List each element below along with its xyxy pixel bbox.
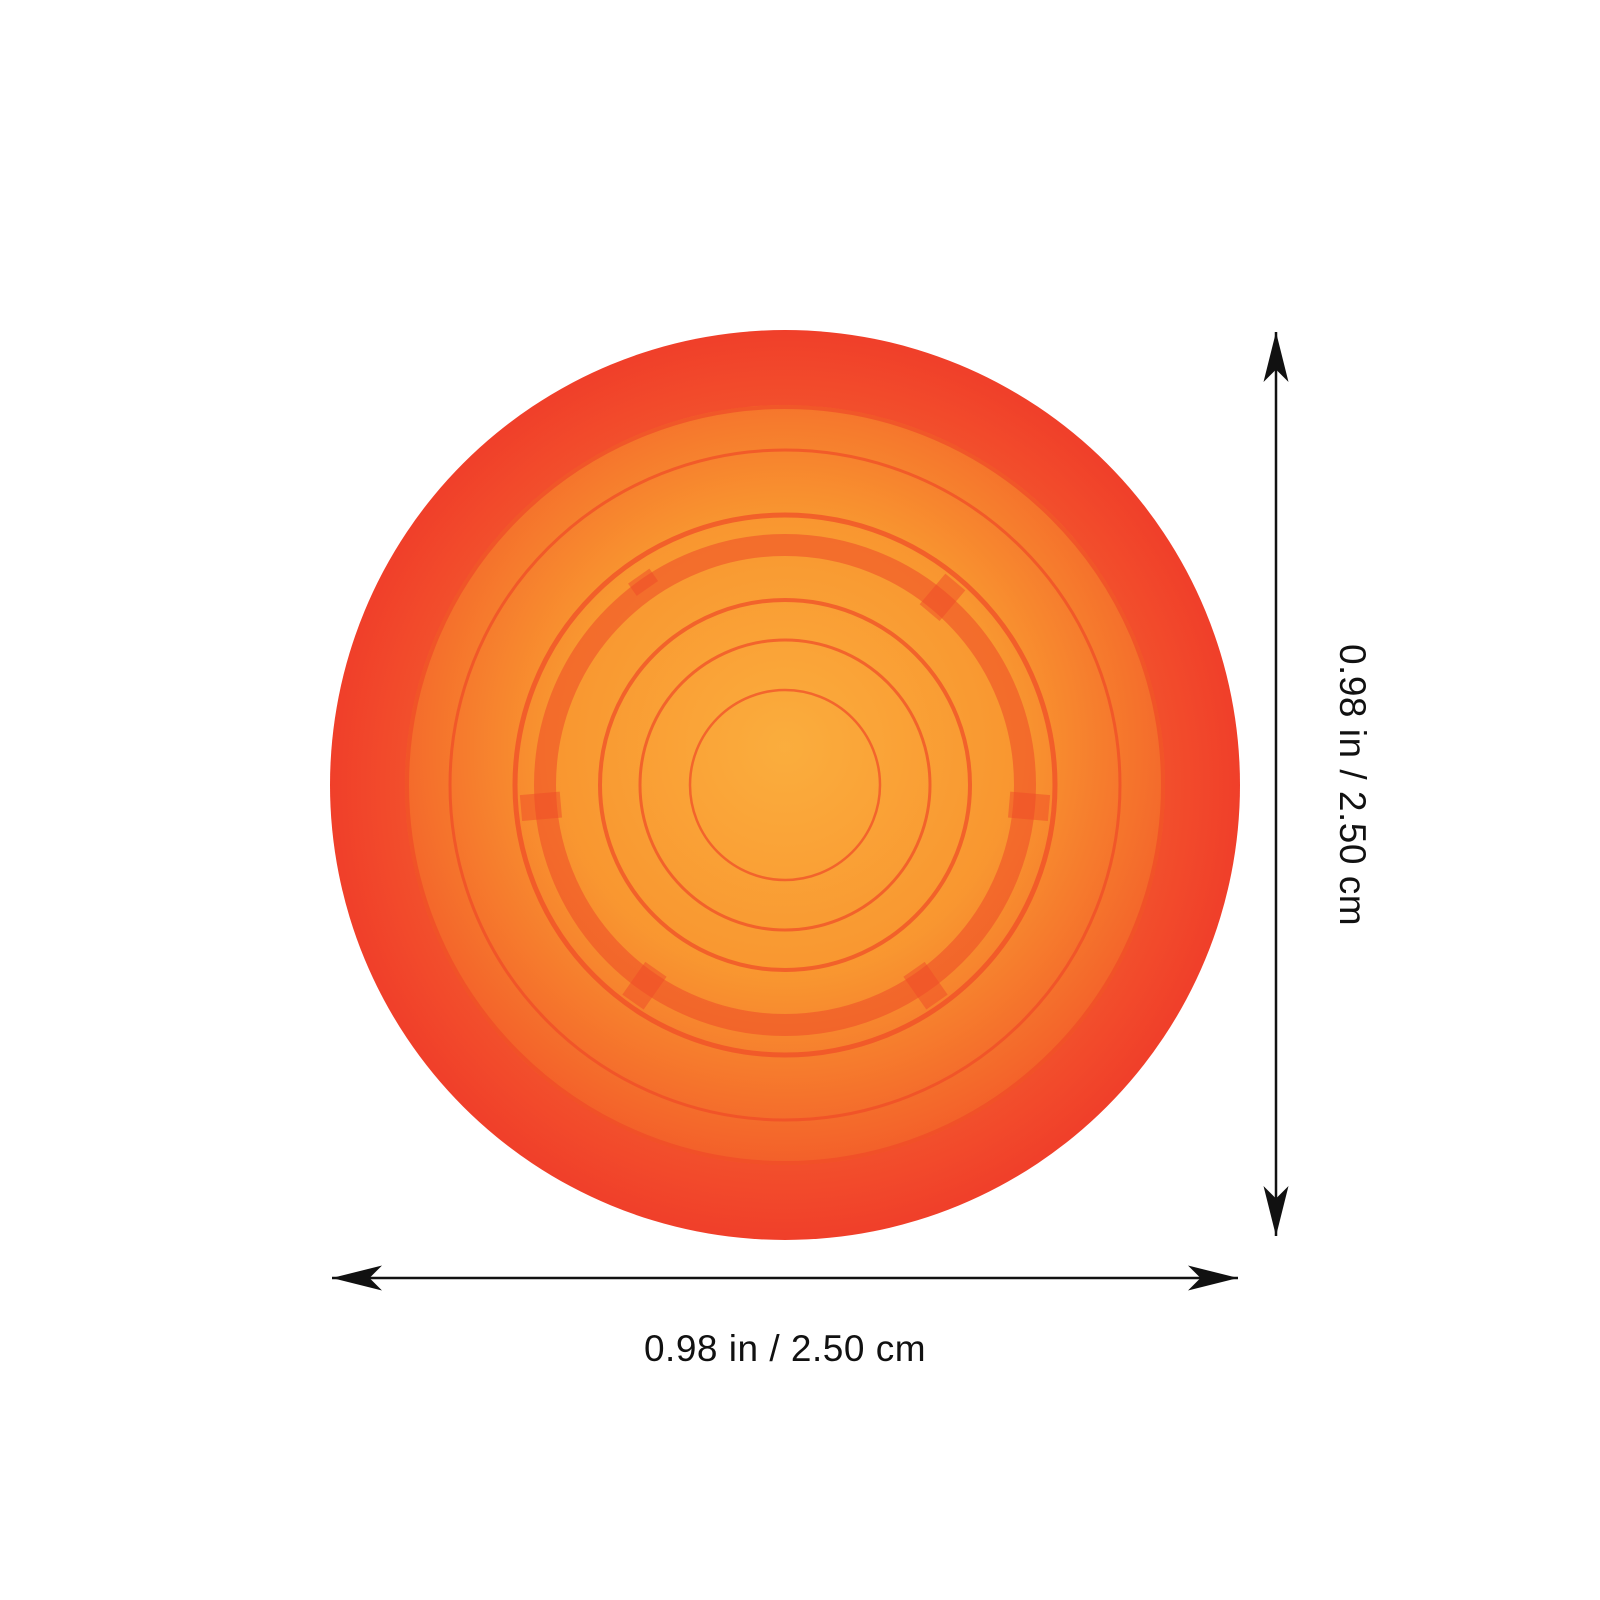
- cap: [330, 330, 1240, 1240]
- height-label: 0.98 in / 2.50 cm: [1332, 643, 1373, 927]
- cap-ribs: [519, 568, 1051, 1010]
- width-label: 0.98 in / 2.50 cm: [643, 1328, 927, 1369]
- cap-rings: [405, 405, 1165, 1165]
